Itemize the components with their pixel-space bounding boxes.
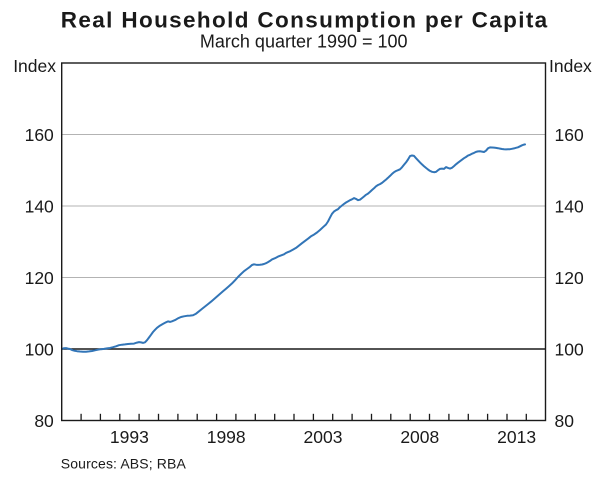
svg-text:80: 80 [555,411,575,431]
svg-text:160: 160 [555,125,584,145]
svg-text:160: 160 [25,125,54,145]
svg-text:2008: 2008 [400,427,439,447]
svg-text:Index: Index [13,56,56,76]
svg-text:120: 120 [25,268,54,288]
svg-text:100: 100 [25,339,54,359]
svg-text:80: 80 [34,411,54,431]
svg-text:1993: 1993 [110,427,149,447]
svg-text:100: 100 [555,339,584,359]
svg-text:Index: Index [549,56,592,76]
svg-text:2013: 2013 [497,427,536,447]
svg-text:120: 120 [555,268,584,288]
svg-text:March quarter 1990 = 100: March quarter 1990 = 100 [200,32,408,52]
svg-text:140: 140 [555,196,584,216]
svg-text:140: 140 [25,196,54,216]
svg-text:Sources: ABS; RBA: Sources: ABS; RBA [61,455,187,471]
svg-text:1998: 1998 [207,427,246,447]
svg-text:2003: 2003 [304,427,343,447]
